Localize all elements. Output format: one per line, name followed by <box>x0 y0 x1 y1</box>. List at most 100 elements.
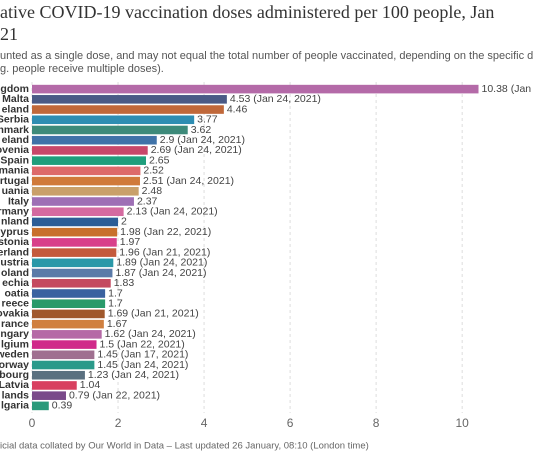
bar <box>32 125 188 135</box>
value-label: 2.37 <box>137 195 158 207</box>
x-tick-label: 2 <box>115 416 122 430</box>
category-label: Latvia <box>0 379 29 391</box>
value-label: 1.89 (Jan 24, 2021) <box>116 257 207 269</box>
value-label: 1.04 <box>80 379 101 391</box>
value-label: 2 <box>121 216 127 228</box>
value-label: 2.69 (Jan 24, 2021) <box>151 144 242 156</box>
footer: icial data collated by Our World in Data… <box>0 441 369 452</box>
category-label: lands <box>2 389 30 401</box>
bar <box>32 166 141 176</box>
category-label: lgium <box>1 338 29 350</box>
category-label: Serbia <box>0 114 29 126</box>
value-label: 1.67 <box>107 318 128 330</box>
category-label: lgaria <box>1 400 29 412</box>
value-label: 1.45 (Jan 24, 2021) <box>97 359 188 371</box>
value-label: 1.45 (Jan 17, 2021) <box>97 349 188 361</box>
bar <box>32 248 117 257</box>
value-label: 1.98 (Jan 22, 2021) <box>120 226 211 238</box>
value-label: 0.39 <box>52 400 73 412</box>
category-label: orway <box>0 359 29 371</box>
value-label: 1.96 (Jan 21, 2021) <box>119 246 210 258</box>
value-label: 1.5 (Jan 22, 2021) <box>100 338 185 350</box>
value-label: 4.46 <box>227 103 248 115</box>
value-label: 4.53 (Jan 24, 2021) <box>230 93 321 105</box>
bar <box>32 258 114 268</box>
x-tick-label: 10 <box>455 416 469 430</box>
category-label: Malta <box>2 93 29 105</box>
value-label: 1.97 <box>120 236 141 248</box>
value-label: 1.87 (Jan 24, 2021) <box>115 267 206 279</box>
bar <box>32 278 111 288</box>
subtitle: unted as a single dose, and may not equa… <box>0 50 533 62</box>
category-label: nland <box>1 216 29 228</box>
value-label: 10.38 (Jan <box>482 83 532 95</box>
value-label: 2.65 <box>149 154 170 166</box>
bar <box>32 268 113 278</box>
category-label: oatia <box>4 287 29 299</box>
x-tick-label: 6 <box>287 416 294 430</box>
category-label: mania <box>0 165 29 177</box>
bar <box>32 360 95 370</box>
value-label: 1.62 (Jan 24, 2021) <box>105 328 196 340</box>
value-label: 1.69 (Jan 21, 2021) <box>108 308 199 320</box>
bar <box>32 238 117 247</box>
x-tick-label: 4 <box>201 416 208 430</box>
x-tick-label: 8 <box>373 416 380 430</box>
value-label: 1.83 <box>114 277 135 289</box>
bar <box>32 187 139 196</box>
bar <box>32 176 140 186</box>
category-label: nmark <box>0 124 29 136</box>
category-label: rmany <box>0 206 29 218</box>
value-label: 1.23 (Jan 24, 2021) <box>88 369 179 381</box>
category-label: rance <box>1 318 29 330</box>
bar <box>32 146 148 155</box>
chart-title: ative COVID-19 vaccination doses adminis… <box>0 2 494 22</box>
bar <box>32 340 97 349</box>
category-label: stonia <box>0 236 29 248</box>
bar <box>32 330 102 339</box>
bar <box>32 350 95 360</box>
bar <box>32 227 118 237</box>
bar <box>32 381 77 390</box>
category-label: gdom <box>0 83 29 95</box>
bar <box>32 217 119 227</box>
category-label: Spain <box>0 154 29 166</box>
category-label: ustria <box>0 257 29 269</box>
bar <box>32 115 195 125</box>
bar <box>32 401 49 411</box>
value-label: 3.77 <box>197 114 218 126</box>
value-label: 2.48 <box>142 185 163 197</box>
category-label: ovakia <box>0 308 29 320</box>
category-label: ngary <box>0 328 29 340</box>
chart-title: 21 <box>0 24 18 44</box>
value-label: 3.62 <box>191 124 212 136</box>
category-label: yprus <box>0 226 29 238</box>
category-label: uania <box>2 185 30 197</box>
bar <box>32 156 146 165</box>
value-label: 2.51 (Jan 24, 2021) <box>143 175 234 187</box>
x-tick-label: 0 <box>29 416 36 430</box>
category-label: reece <box>2 297 30 309</box>
category-label: rtugal <box>0 175 29 187</box>
bar <box>32 135 157 145</box>
category-label: echia <box>2 277 29 289</box>
bar <box>32 207 124 217</box>
value-label: 1.7 <box>108 287 123 299</box>
category-label: eland <box>2 134 29 146</box>
category-label: Italy <box>8 195 29 207</box>
category-label: oland <box>1 267 29 279</box>
bar <box>32 319 104 329</box>
value-label: 1.7 <box>108 297 123 309</box>
bar <box>32 299 106 308</box>
bar <box>32 309 105 319</box>
value-label: 2.13 (Jan 24, 2021) <box>127 206 218 218</box>
category-label: erland <box>0 246 29 258</box>
bar <box>32 289 106 298</box>
bar <box>32 84 479 94</box>
value-label: 2.9 (Jan 24, 2021) <box>160 134 245 146</box>
category-label: ovenia <box>0 144 29 156</box>
category-label: bourg <box>0 369 29 381</box>
value-label: 2.52 <box>143 165 164 177</box>
bar <box>32 197 134 206</box>
